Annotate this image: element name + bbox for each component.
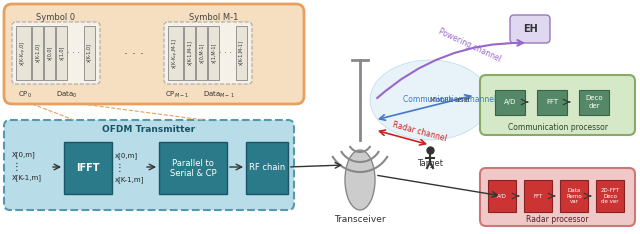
Text: FFT: FFT bbox=[533, 194, 543, 198]
Text: ⋮: ⋮ bbox=[115, 163, 125, 173]
FancyBboxPatch shape bbox=[164, 22, 252, 84]
Text: Radar channel: Radar channel bbox=[392, 121, 448, 143]
Text: x[K-1,m]: x[K-1,m] bbox=[115, 177, 145, 183]
Text: x[1,0]: x[1,0] bbox=[59, 46, 64, 60]
Text: x[0,0]: x[0,0] bbox=[47, 46, 52, 60]
Bar bbox=[579, 90, 609, 115]
Ellipse shape bbox=[370, 60, 490, 140]
Text: CP$_0$: CP$_0$ bbox=[18, 90, 32, 100]
Bar bbox=[32, 26, 43, 80]
Text: Deco
der: Deco der bbox=[585, 95, 603, 109]
Text: Communication channel: Communication channel bbox=[403, 95, 497, 105]
Bar bbox=[236, 26, 247, 80]
Text: Transceiver: Transceiver bbox=[334, 216, 386, 224]
Text: X[K-1,m]: X[K-1,m] bbox=[12, 175, 42, 181]
Text: Data$_0$: Data$_0$ bbox=[56, 90, 78, 100]
Text: Target: Target bbox=[417, 158, 443, 168]
Bar bbox=[596, 180, 624, 212]
FancyBboxPatch shape bbox=[510, 15, 550, 43]
Text: x[K-K$_{cp}$,M-1]: x[K-K$_{cp}$,M-1] bbox=[170, 37, 180, 69]
Bar bbox=[488, 180, 516, 212]
Text: x[0,M-1]: x[0,M-1] bbox=[199, 43, 204, 63]
Text: x[1,M-1]: x[1,M-1] bbox=[211, 43, 216, 63]
Ellipse shape bbox=[345, 150, 375, 210]
Bar bbox=[159, 142, 227, 194]
Text: ⋮: ⋮ bbox=[12, 162, 22, 172]
Text: · · ·: · · · bbox=[67, 48, 81, 58]
Bar bbox=[56, 26, 67, 80]
Text: · · ·: · · · bbox=[220, 48, 232, 58]
Text: Powering channel: Powering channel bbox=[437, 27, 502, 63]
Bar bbox=[560, 180, 588, 212]
Bar bbox=[44, 26, 55, 80]
Text: x[K-1,M-1]: x[K-1,M-1] bbox=[187, 40, 192, 66]
Text: Radar processor: Radar processor bbox=[526, 215, 589, 223]
Bar bbox=[495, 90, 525, 115]
Text: x[K-K$_{cp}$,0]: x[K-K$_{cp}$,0] bbox=[19, 40, 29, 66]
Text: IFFT: IFFT bbox=[76, 163, 100, 173]
Text: RF chain: RF chain bbox=[249, 164, 285, 172]
FancyBboxPatch shape bbox=[12, 22, 100, 84]
Bar bbox=[246, 142, 288, 194]
FancyBboxPatch shape bbox=[480, 75, 635, 135]
Bar bbox=[168, 26, 183, 80]
Text: X[0,m]: X[0,m] bbox=[12, 152, 36, 158]
Text: x[K-1,0]: x[K-1,0] bbox=[86, 44, 92, 62]
Text: Mobile user: Mobile user bbox=[430, 97, 470, 103]
FancyBboxPatch shape bbox=[4, 4, 304, 104]
Text: OFDM Transmitter: OFDM Transmitter bbox=[102, 125, 196, 135]
Text: 2D-FFT
Deco
de ver: 2D-FFT Deco de ver bbox=[600, 188, 620, 204]
Text: FFT: FFT bbox=[546, 99, 558, 105]
Text: x[K-1,0]: x[K-1,0] bbox=[35, 44, 40, 62]
Text: x[0,m]: x[0,m] bbox=[115, 153, 138, 159]
Text: Communication processor: Communication processor bbox=[508, 123, 607, 132]
Bar bbox=[524, 180, 552, 212]
Text: Data
Remo
var: Data Remo var bbox=[566, 188, 582, 204]
Text: A/D: A/D bbox=[504, 99, 516, 105]
Text: EH: EH bbox=[523, 24, 538, 34]
Text: · · ·: · · · bbox=[124, 48, 144, 61]
Text: CP$_{M-1}$: CP$_{M-1}$ bbox=[165, 90, 189, 100]
Text: Parallel to: Parallel to bbox=[172, 160, 214, 168]
Text: Symbol M-1: Symbol M-1 bbox=[189, 12, 239, 22]
Text: Symbol 0: Symbol 0 bbox=[36, 12, 76, 22]
FancyBboxPatch shape bbox=[480, 168, 635, 226]
FancyBboxPatch shape bbox=[4, 120, 294, 210]
Bar bbox=[184, 26, 195, 80]
Text: Data$_{M-1}$: Data$_{M-1}$ bbox=[203, 90, 235, 100]
Text: Serial & CP: Serial & CP bbox=[170, 169, 216, 179]
Bar bbox=[16, 26, 31, 80]
Bar bbox=[208, 26, 219, 80]
Bar bbox=[84, 26, 95, 80]
Bar bbox=[537, 90, 567, 115]
Bar bbox=[196, 26, 207, 80]
Text: A/D: A/D bbox=[497, 194, 507, 198]
Bar bbox=[64, 142, 112, 194]
Text: x[K-1,M-1]: x[K-1,M-1] bbox=[239, 40, 243, 66]
